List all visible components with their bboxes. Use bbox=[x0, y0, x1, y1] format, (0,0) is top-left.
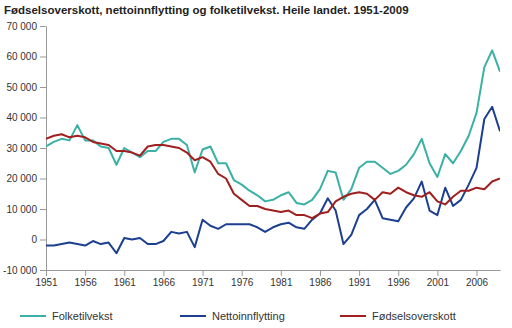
title: Fødselsoverskott, nettoinnflytting og fo… bbox=[4, 4, 409, 16]
series-line bbox=[46, 107, 500, 253]
y-axis-line bbox=[46, 27, 47, 271]
x-tick-mark bbox=[46, 270, 47, 276]
x-tick: 1996 bbox=[388, 270, 411, 288]
x-tick: 1991 bbox=[348, 270, 371, 288]
y-tick-mark bbox=[40, 57, 46, 58]
x-tick: 1976 bbox=[231, 270, 254, 288]
x-tick: 1961 bbox=[114, 270, 137, 288]
x-tick: 1971 bbox=[192, 270, 215, 288]
x-tick-label: 1996 bbox=[388, 277, 411, 288]
legend-swatch bbox=[20, 315, 46, 317]
x-tick: 1981 bbox=[270, 270, 293, 288]
y-tick: 30 000 bbox=[6, 143, 46, 154]
y-tick-mark bbox=[40, 148, 46, 149]
y-tick-label: 50 000 bbox=[6, 82, 37, 93]
plot: -10 000 0 10 000 20 000 30 000 40 000 50 000 60… bbox=[3, 21, 500, 288]
legend-item: Nettoinnflytting bbox=[180, 310, 285, 322]
x-tick-mark bbox=[163, 270, 164, 276]
y-tick: 10 000 bbox=[6, 204, 46, 215]
x-tick-label: 1971 bbox=[192, 277, 215, 288]
x-tick-label: 1966 bbox=[153, 277, 176, 288]
y-tick-mark bbox=[40, 26, 46, 27]
y-tick: 0 bbox=[31, 234, 46, 245]
x-tick-label: 2006 bbox=[466, 277, 489, 288]
series-line bbox=[46, 50, 500, 204]
x-tick: 2006 bbox=[466, 270, 489, 288]
y-tick-label: 30 000 bbox=[6, 143, 37, 154]
y-tick: 40 000 bbox=[6, 112, 46, 123]
x-tick-label: 1981 bbox=[270, 277, 293, 288]
y-tick-label: 10 000 bbox=[6, 204, 37, 215]
x-tick-label: 1991 bbox=[348, 277, 371, 288]
x-tick-mark bbox=[359, 270, 360, 276]
x-tick-label: 2001 bbox=[427, 277, 450, 288]
x-tick-label: 1961 bbox=[114, 277, 137, 288]
series-line bbox=[46, 134, 500, 218]
x-axis: 1951 1956 1961 1966 1971 1976 1981 1986 1991 1996… bbox=[35, 270, 500, 288]
legend-label: Nettoinnflytting bbox=[212, 310, 285, 322]
y-tick-mark bbox=[40, 270, 46, 271]
y-tick: -10 000 bbox=[3, 265, 46, 276]
lines bbox=[46, 50, 500, 253]
x-tick: 1986 bbox=[309, 270, 332, 288]
y-tick-label: 60 000 bbox=[6, 51, 37, 62]
x-tick-mark bbox=[124, 270, 125, 276]
y-tick: 60 000 bbox=[6, 51, 46, 62]
legend-label: Fødselsoverskott bbox=[372, 310, 456, 322]
x-tick-mark bbox=[242, 270, 243, 276]
y-tick-label: 0 bbox=[31, 234, 37, 245]
x-tick-label: 1951 bbox=[35, 277, 58, 288]
y-tick: 20 000 bbox=[6, 173, 46, 184]
y-tick-mark bbox=[40, 87, 46, 88]
x-tick: 1951 bbox=[35, 270, 58, 288]
y-tick-mark bbox=[40, 179, 46, 180]
x-tick: 2001 bbox=[427, 270, 450, 288]
y-tick-label: 40 000 bbox=[6, 112, 37, 123]
x-axis-line bbox=[47, 270, 501, 271]
x-tick-label: 1976 bbox=[231, 277, 254, 288]
x-tick-mark bbox=[203, 270, 204, 276]
x-tick-mark bbox=[477, 270, 478, 276]
legend-swatch bbox=[340, 315, 366, 317]
x-tick: 1956 bbox=[75, 270, 98, 288]
x-tick-mark bbox=[281, 270, 282, 276]
chart: Fødselsoverskott, nettoinnflytting og fo… bbox=[0, 0, 512, 328]
x-tick-mark bbox=[320, 270, 321, 276]
x-tick-label: 1986 bbox=[309, 277, 332, 288]
x-tick-label: 1956 bbox=[75, 277, 98, 288]
legend-label: Folketilvekst bbox=[52, 310, 113, 322]
legend-item: Folketilvekst bbox=[20, 310, 113, 322]
x-tick-mark bbox=[398, 270, 399, 276]
y-tick-mark bbox=[40, 209, 46, 210]
y-tick: 50 000 bbox=[6, 82, 46, 93]
legend-item: Fødselsoverskott bbox=[340, 310, 456, 322]
x-tick-mark bbox=[85, 270, 86, 276]
y-axis: -10 000 0 10 000 20 000 30 000 40 000 50 000 60… bbox=[3, 21, 46, 276]
legend: Folketilvekst Nettoinnflytting Fødselsover… bbox=[20, 310, 456, 322]
y-tick-label: 20 000 bbox=[6, 173, 37, 184]
x-tick: 1966 bbox=[153, 270, 176, 288]
y-tick-mark bbox=[40, 118, 46, 119]
y-tick: 70 000 bbox=[6, 21, 46, 32]
y-tick-mark bbox=[40, 240, 46, 241]
x-tick-mark bbox=[437, 270, 438, 276]
legend-swatch bbox=[180, 315, 206, 317]
y-tick-label: 70 000 bbox=[6, 21, 37, 32]
y-tick-label: -10 000 bbox=[3, 265, 37, 276]
